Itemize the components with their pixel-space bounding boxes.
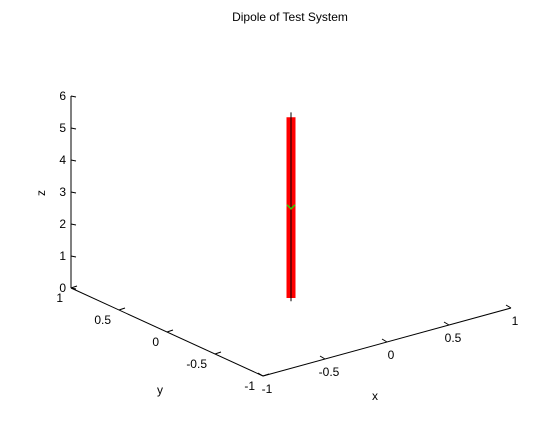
z-axis-label: z — [34, 190, 48, 196]
x-tick-mark — [257, 372, 264, 377]
y-tick-label: 1 — [56, 291, 63, 305]
y-tick-label: -0.5 — [186, 357, 207, 371]
y-tick-label: 0.5 — [94, 313, 111, 327]
z-tick-mark — [70, 95, 77, 98]
z-tick-mark — [70, 159, 77, 162]
y-ticks: -1 -0.5 0 0.5 1 — [56, 285, 270, 393]
z-tick-mark — [70, 191, 77, 194]
z-tick-label: 4 — [59, 153, 66, 167]
z-tick-mark — [70, 223, 77, 226]
x-tick-label: 0 — [388, 348, 395, 362]
z-tick-label: 3 — [59, 185, 66, 199]
z-tick-label: 1 — [59, 249, 66, 263]
y-tick-mark — [70, 285, 78, 289]
x-tick-label: -0.5 — [319, 365, 340, 379]
y-tick-label: -1 — [244, 379, 255, 393]
y-tick-mark — [262, 373, 270, 377]
z-tick-label: 5 — [59, 121, 66, 135]
y-tick-mark — [214, 351, 222, 355]
x-tick-label: 1 — [512, 314, 519, 328]
z-ticks: 0 1 2 3 4 5 6 — [59, 89, 77, 295]
z-tick-mark — [70, 127, 77, 130]
x-tick-label: -1 — [262, 382, 273, 396]
chart-title: Dipole of Test System — [232, 10, 348, 24]
x-ticks: -1 -0.5 0 0.5 1 — [257, 304, 519, 396]
x-tick-mark — [319, 355, 326, 360]
y-axis-label: y — [157, 383, 163, 397]
z-tick-label: 0 — [59, 281, 66, 295]
y-tick-label: 0 — [152, 335, 159, 349]
x-tick-label: 0.5 — [445, 331, 462, 345]
x-tick-mark — [443, 321, 450, 326]
x-tick-mark — [505, 304, 512, 309]
dipole-center-marker — [286, 204, 296, 210]
z-tick-mark — [70, 255, 77, 258]
y-tick-mark — [166, 329, 174, 333]
series-layer — [286, 112, 296, 302]
x-tick-mark — [381, 338, 388, 343]
z-tick-label: 6 — [59, 89, 66, 103]
z-tick-label: 2 — [59, 217, 66, 231]
x-axis-label: x — [372, 389, 378, 403]
y-tick-mark — [118, 307, 126, 311]
